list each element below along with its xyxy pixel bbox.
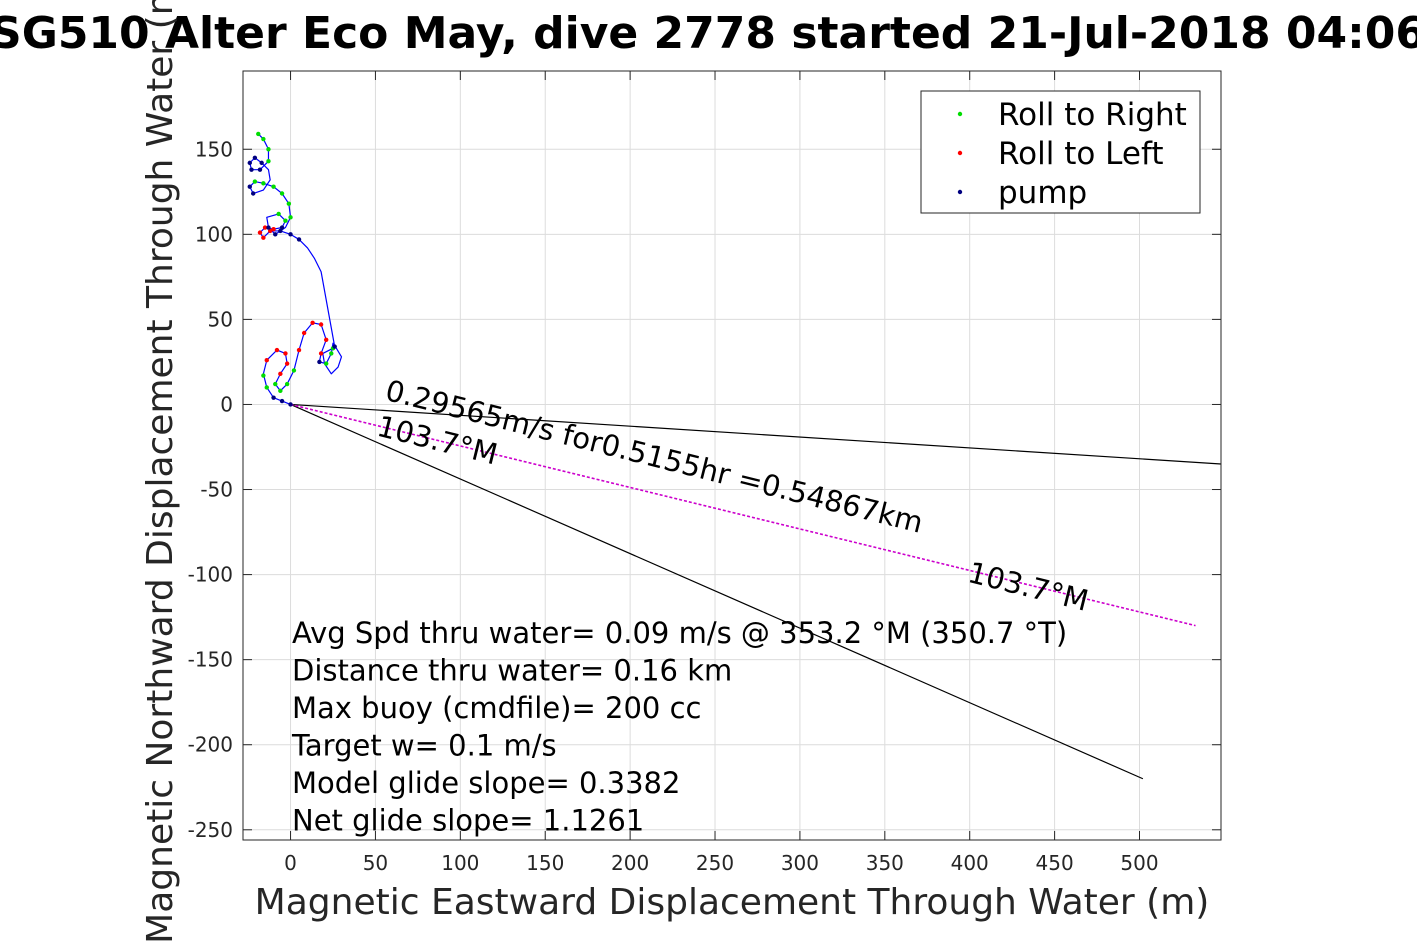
ticks: 0 50 100 150 200 250 300 350 400 450 500150100500-… <box>188 71 1221 875</box>
roll-left-point <box>283 351 288 356</box>
roll-right-point <box>261 373 266 378</box>
legend-label: pump <box>998 175 1087 211</box>
legend-marker <box>957 150 963 156</box>
y-tick-label: -200 <box>188 733 233 757</box>
pump-point <box>332 344 337 349</box>
y-tick-label: 0 <box>220 392 233 416</box>
roll-right-point <box>266 158 271 164</box>
legend-label: Roll to Left <box>998 136 1164 172</box>
x-tick-label: 50 <box>363 851 388 875</box>
pump-point <box>288 232 293 237</box>
roll-right-point <box>288 215 293 220</box>
roll-right-point <box>261 181 266 186</box>
roll-left-point <box>296 347 302 353</box>
x-tick-label: 0 <box>284 851 297 875</box>
pump-point <box>296 237 302 242</box>
pump-point <box>279 225 285 230</box>
y-tick-label: -100 <box>188 563 233 587</box>
pump-point <box>266 225 271 230</box>
roll-left-point <box>318 351 324 356</box>
pump-point <box>279 398 285 404</box>
x-tick-label: 400 <box>951 851 989 875</box>
x-axis-label: Magnetic Eastward Displacement Through W… <box>255 882 1210 923</box>
y-axis-label: Magnetic Northward Displacement Through … <box>140 0 181 944</box>
roll-left-point <box>267 228 273 234</box>
roll-left-point <box>323 337 329 343</box>
x-tick-label: 300 <box>781 851 819 875</box>
legend-marker <box>957 189 963 195</box>
pump-point <box>273 232 278 237</box>
info-line: Model glide slope= 0.3382 <box>292 766 680 800</box>
roll-right-point <box>252 179 258 184</box>
roll-right-point <box>256 131 261 137</box>
y-tick-label: 100 <box>195 222 233 246</box>
info-line: Distance thru water= 0.16 km <box>292 654 732 688</box>
chart-title: SG510 Alter Eco May, dive 2778 started 2… <box>0 8 1417 59</box>
legend-box <box>920 90 1201 214</box>
x-tick-label: 500 <box>1120 851 1158 875</box>
roll-left-point <box>257 230 263 235</box>
roll-left-point <box>264 358 269 363</box>
pump-point <box>247 184 252 189</box>
y-tick-label: 50 <box>208 307 233 331</box>
pump-point <box>249 167 254 172</box>
roll-right-point <box>266 147 271 152</box>
pump-point <box>317 359 322 365</box>
roll-right-point <box>276 211 281 217</box>
heading-line <box>290 403 1196 627</box>
roll-right-point <box>323 361 329 366</box>
legend-marker <box>957 111 963 117</box>
x-tick-label: 250 <box>696 851 734 875</box>
info-line: Net glide slope= 1.1261 <box>292 804 644 838</box>
roll-left-point <box>262 225 268 230</box>
roll-right-point <box>284 381 290 387</box>
y-tick-label: -50 <box>200 478 233 502</box>
pump-point <box>247 160 252 166</box>
plot-frame <box>242 70 1222 841</box>
roll-right-point <box>279 191 285 196</box>
roll-left-point <box>261 235 266 240</box>
x-tick-label: 450 <box>1036 851 1074 875</box>
legend-label: Roll to Right <box>998 97 1187 133</box>
info-line: Avg Spd thru water= 0.09 m/s @ 353.2 °M … <box>292 616 1067 650</box>
pump-point <box>259 160 264 166</box>
pump-point <box>257 167 263 172</box>
roll-left-point <box>301 330 307 336</box>
roll-right-point <box>278 388 283 394</box>
pump-point <box>250 191 256 196</box>
info-line: Max buoy (cmdfile)= 200 cc <box>292 691 701 725</box>
info-line: Target w= 0.1 m/s <box>291 729 557 763</box>
x-tick-label: 100 <box>441 851 479 875</box>
roll-right-point <box>273 381 278 387</box>
roll-right-point <box>271 184 276 189</box>
roll-right-point <box>286 201 292 206</box>
roll-left-point <box>284 361 290 366</box>
y-tick-label: 150 <box>195 137 233 161</box>
roll-left-point <box>271 227 276 232</box>
roll-right-point <box>264 385 269 390</box>
roll-left-point <box>318 322 324 327</box>
pump-point <box>278 228 283 234</box>
y-tick-label: -150 <box>188 648 233 672</box>
cone_lower-line <box>290 403 1144 780</box>
y-tick-label: -250 <box>188 818 233 842</box>
roll-right-point <box>261 136 266 142</box>
pump-point <box>271 395 276 400</box>
x-tick-label: 200 <box>611 851 649 875</box>
roll-left-point <box>310 320 315 325</box>
info-text-block: Avg Spd thru water= 0.09 m/s @ 353.2 °M … <box>291 616 1067 838</box>
x-tick-label: 350 <box>866 851 904 875</box>
roll-right-point <box>283 218 288 223</box>
pump-point <box>252 155 258 160</box>
cone_upper-line <box>290 403 1221 465</box>
track-line <box>249 133 343 406</box>
roll-left-point <box>278 371 283 377</box>
roll-left-point <box>274 347 280 353</box>
roll-right-point <box>291 368 297 373</box>
x-tick-label: 150 <box>526 851 564 875</box>
pump-point <box>288 402 293 407</box>
roll-right-point <box>329 351 334 356</box>
